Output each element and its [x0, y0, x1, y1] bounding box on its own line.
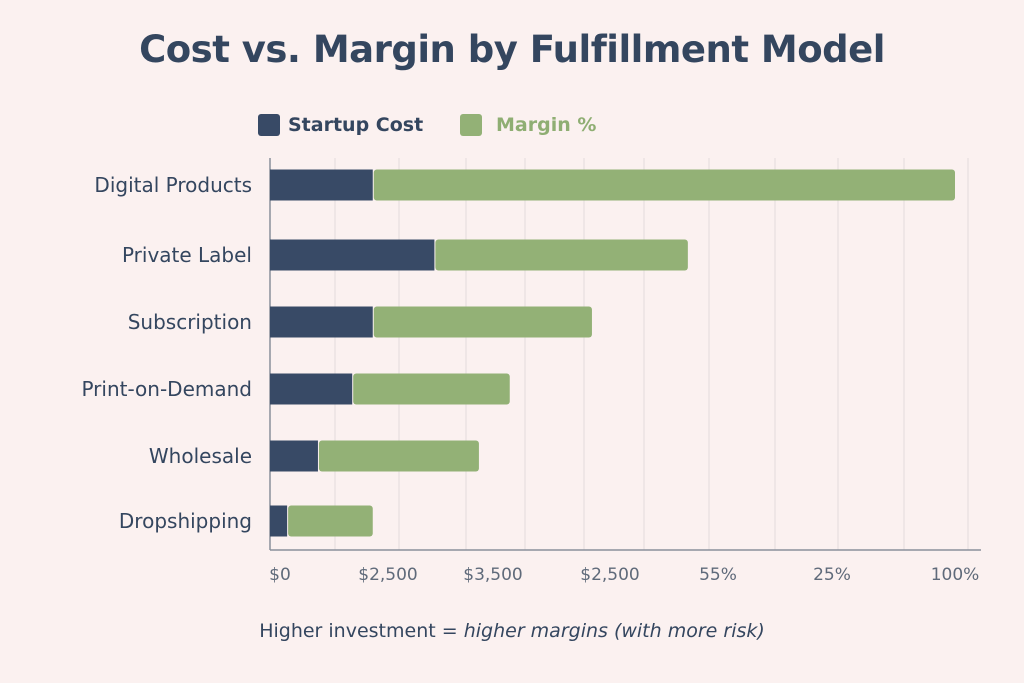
footer-bold: Higher investment — [259, 620, 436, 642]
x-tick-label: 25% — [813, 565, 851, 585]
footer-sep: = — [435, 620, 464, 642]
bar-startup-cost — [270, 505, 288, 537]
category-label: Print-on-Demand — [81, 377, 252, 401]
legend-label-margin: Margin % — [496, 114, 597, 136]
bar-margin — [435, 239, 688, 271]
legend-label-startup-cost: Startup Cost — [288, 114, 424, 136]
bar-margin — [318, 440, 479, 472]
bar-startup-cost — [270, 440, 318, 472]
x-tick-label: $3,500 — [463, 565, 522, 585]
bar-margin — [353, 373, 510, 405]
legend-item-startup-cost: Startup Cost — [258, 114, 423, 136]
bar-margin — [373, 306, 592, 338]
chart-title: Cost vs. Margin by Fulfillment Model — [139, 28, 885, 71]
chart-footer: Higher investment = higher margins (with… — [0, 620, 1024, 642]
bar-startup-cost — [270, 239, 435, 271]
x-tick-label: $2,500 — [358, 565, 417, 585]
bar-startup-cost — [270, 373, 353, 405]
category-label: Dropshipping — [119, 509, 252, 533]
category-label: Wholesale — [149, 444, 252, 468]
legend-item-margin: Margin % — [460, 114, 596, 136]
bar-startup-cost — [270, 169, 373, 201]
legend-swatch-margin — [460, 114, 482, 136]
category-label: Private Label — [122, 243, 252, 267]
x-tick-label: 100% — [931, 565, 980, 585]
category-label: Subscription — [128, 310, 252, 334]
footer-italic: higher margins (with more risk) — [463, 620, 765, 642]
bar-startup-cost — [270, 306, 373, 338]
x-tick-label: $2,500 — [580, 565, 639, 585]
category-label: Digital Products — [94, 173, 252, 197]
x-tick-label: 55% — [699, 565, 737, 585]
legend-swatch-startup-cost — [258, 114, 280, 136]
bar-margin — [373, 169, 955, 201]
bar-margin — [288, 505, 373, 537]
x-tick-label: $0 — [269, 565, 291, 585]
